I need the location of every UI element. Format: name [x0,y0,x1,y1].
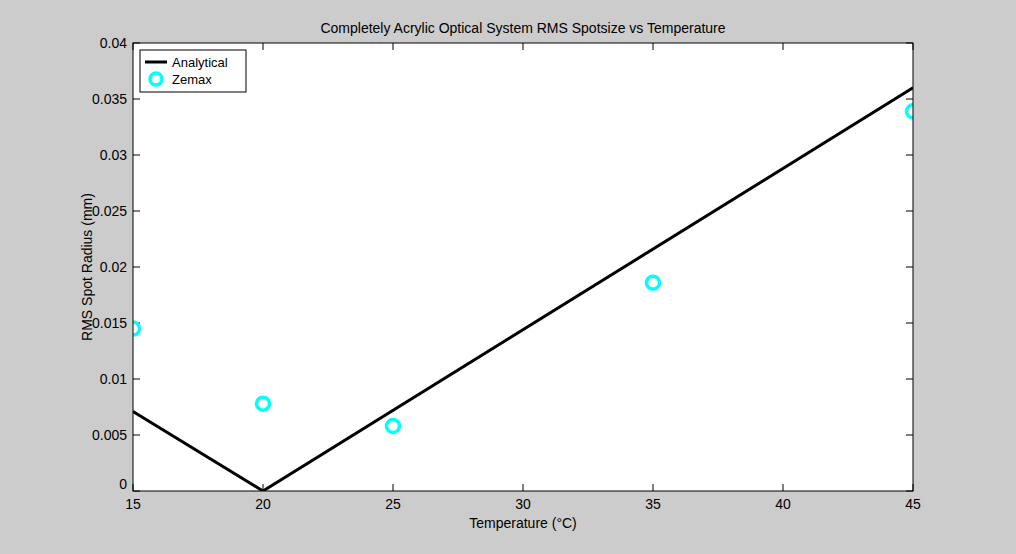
y-tick [133,211,140,212]
plot-background [133,43,913,491]
scatter-point [907,105,914,118]
legend-box [140,50,246,92]
legend-swatch [150,73,162,85]
y-tick [133,435,140,436]
scatter-point [387,420,400,433]
x-tick [783,43,784,50]
y-tick [133,267,140,268]
y-tick-label: 0.01 [100,371,127,387]
scatter-point [257,397,270,410]
y-tick [133,379,140,380]
y-tick-label: 0 [119,476,127,492]
y-axis-label: RMS Spot Radius (mm) [79,193,95,341]
y-tick [906,211,913,212]
x-tick [783,484,784,491]
y-tick-label: 0.005 [92,427,127,443]
x-tick-label: 30 [515,496,531,512]
y-tick-label: 0.025 [92,203,127,219]
y-tick [906,435,913,436]
x-tick-label: 25 [385,496,401,512]
legend-label: Zemax [172,72,212,87]
x-tick [263,43,264,50]
y-tick-label: 0.015 [92,315,127,331]
line-series [133,88,913,491]
x-tick [393,43,394,50]
scatter-point [133,322,140,335]
x-tick-label: 20 [255,496,271,512]
scatter-point [647,276,660,289]
x-tick [393,484,394,491]
x-tick [653,484,654,491]
y-tick-label: 0.035 [92,91,127,107]
axes-frame [133,43,913,491]
title: Completely Acrylic Optical System RMS Sp… [320,20,725,36]
y-tick-label: 0.04 [100,35,127,51]
x-tick-label: 35 [645,496,661,512]
x-tick-label: 45 [905,496,921,512]
x-tick [523,43,524,50]
x-tick [523,484,524,491]
x-tick [653,43,654,50]
y-tick [133,155,140,156]
y-tick [906,323,913,324]
figure-background [0,0,1016,554]
x-tick-label: 40 [775,496,791,512]
x-axis-label: Temperature (°C) [469,515,577,531]
x-tick-label: 15 [125,496,141,512]
legend-swatch [145,61,167,64]
y-tick [906,379,913,380]
y-tick [906,155,913,156]
y-tick [906,99,913,100]
y-tick-label: 0.02 [100,259,127,275]
plot-area [133,88,913,491]
y-tick [906,267,913,268]
legend: Analytical Zemax [140,50,246,92]
y-tick [133,99,140,100]
legend-label: Analytical [172,55,228,70]
y-tick-label: 0.03 [100,147,127,163]
chart: 15 20 25 30 35 40 45 0 0.005 0.01 0.015 0.02 0.025 0.… [0,0,1016,554]
